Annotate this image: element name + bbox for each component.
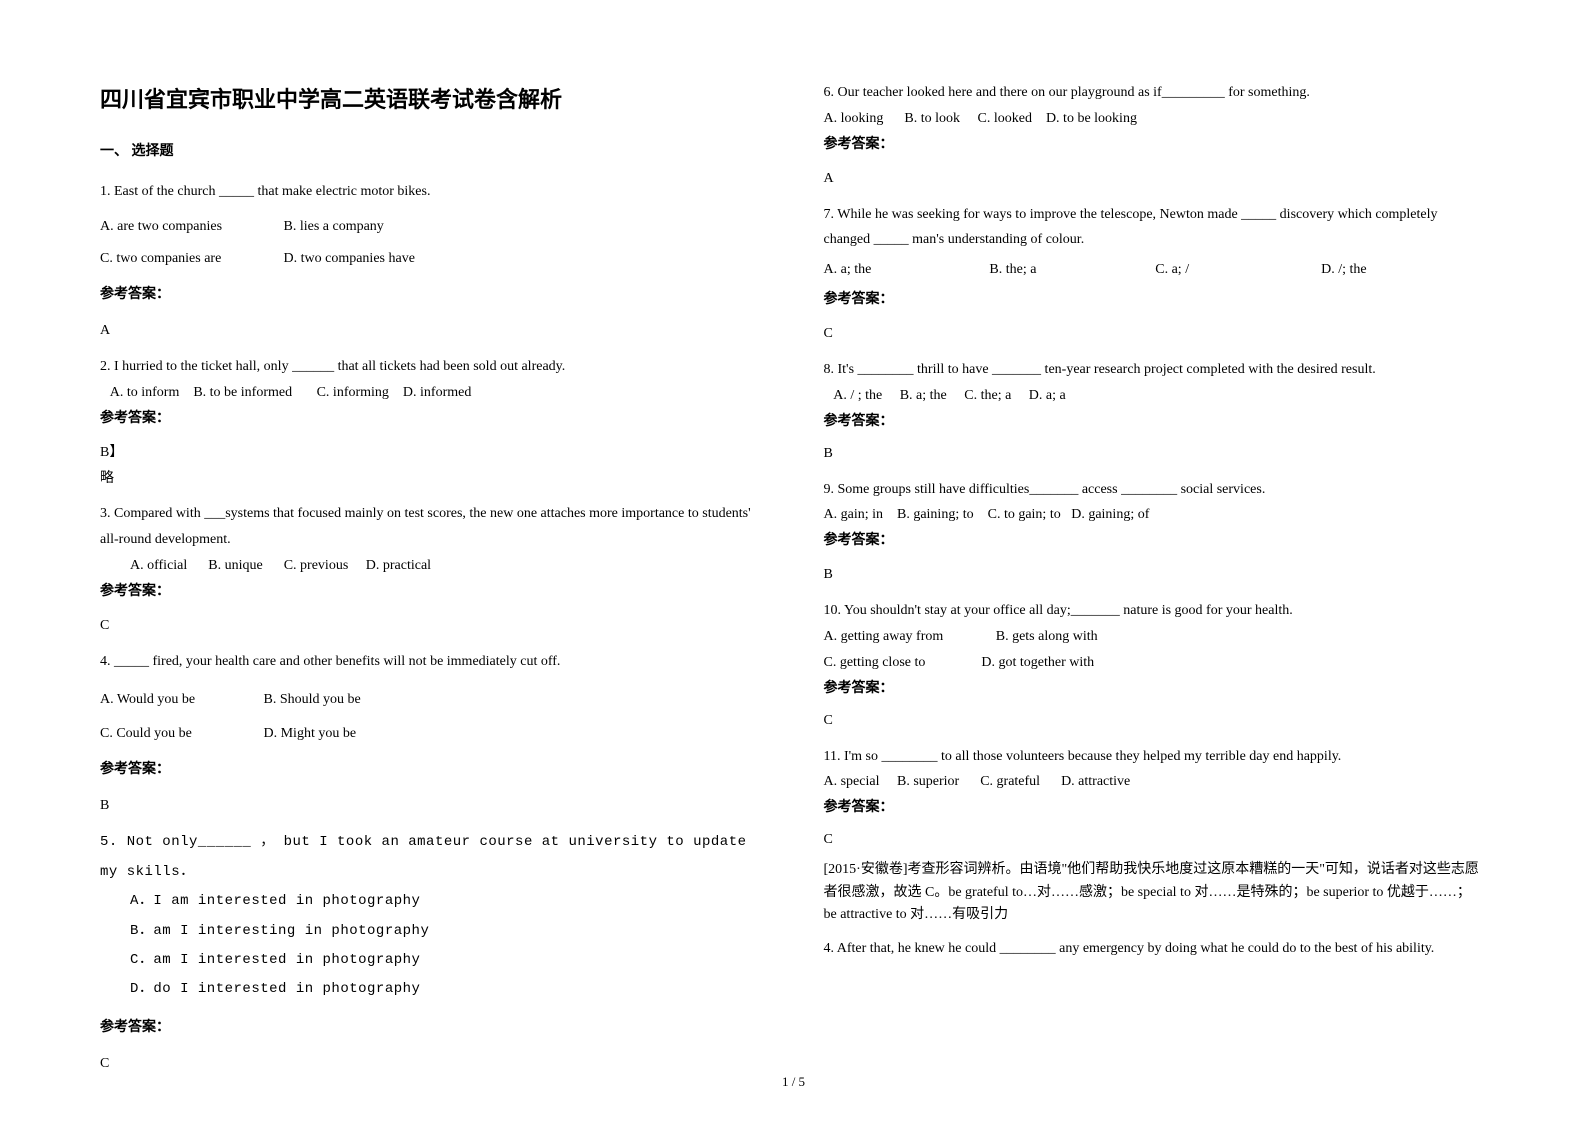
page-footer: 1 / 5 xyxy=(0,1074,1587,1090)
q10-line1: A. getting away from B. gets along with xyxy=(824,624,1488,650)
q2-opts: A. to inform B. to be informed C. inform… xyxy=(100,380,764,406)
answer-label: 参考答案： xyxy=(824,528,1488,554)
question-9: 9. Some groups still have difficulties__… xyxy=(824,477,1488,589)
q5-opt-a: A．I am interested in photography xyxy=(100,887,764,916)
q5-text: 5. Not only______ ， but I took an amateu… xyxy=(100,828,764,887)
q11-opts: A. special B. superior C. grateful D. at… xyxy=(824,769,1488,795)
q7-text: 7. While he was seeking for ways to impr… xyxy=(824,202,1488,254)
q8-answer: B xyxy=(824,441,1488,467)
question-10: 10. You shouldn't stay at your office al… xyxy=(824,598,1488,733)
q1-answer: A xyxy=(100,318,764,344)
q1-row1: A. are two companies B. lies a company xyxy=(100,214,764,240)
question-1: 1. East of the church _____ that make el… xyxy=(100,179,764,344)
q4-opt-c: C. Could you be xyxy=(100,721,260,747)
q7-opt-a: A. a; the xyxy=(824,257,990,283)
question-5: 5. Not only______ ， but I took an amateu… xyxy=(100,828,764,1004)
q4-row2: C. Could you be D. Might you be xyxy=(100,721,764,747)
q4-opt-a: A. Would you be xyxy=(100,687,260,713)
q7-opt-d: D. /; the xyxy=(1321,257,1487,283)
question-3: 3. Compared with ___systems that focused… xyxy=(100,501,764,638)
q10-text: 10. You shouldn't stay at your office al… xyxy=(824,598,1488,624)
q7-answer: C xyxy=(824,321,1488,347)
answer-label: 参考答案： xyxy=(824,409,1488,435)
q1-opt-b: B. lies a company xyxy=(284,219,384,234)
page-container: 四川省宜宾市职业中学高二英语联考试卷含解析 一、 选择题 1. East of … xyxy=(0,0,1587,1122)
q1-row2: C. two companies are D. two companies ha… xyxy=(100,246,764,272)
q3-text: 3. Compared with ___systems that focused… xyxy=(100,501,764,553)
question-7: 7. While he was seeking for ways to impr… xyxy=(824,202,1488,347)
q5-answer: C xyxy=(100,1051,764,1077)
q7-opts-row: A. a; the B. the; a C. a; / D. /; the xyxy=(824,257,1488,283)
q4-answer: B xyxy=(100,793,764,819)
section-heading: 一、 选择题 xyxy=(100,139,764,165)
doc-title: 四川省宜宾市职业中学高二英语联考试卷含解析 xyxy=(100,80,764,121)
q2-note: 略 xyxy=(100,466,764,492)
q3-answer: C xyxy=(100,613,764,639)
q5-opt-c: C．am I interested in photography xyxy=(100,946,764,975)
answer-label: 参考答案： xyxy=(824,795,1488,821)
q6-opts: A. looking B. to look C. looked D. to be… xyxy=(824,106,1488,132)
q4-text: 4. _____ fired, your health care and oth… xyxy=(100,649,764,675)
question-6: 6. Our teacher looked here and there on … xyxy=(824,80,1488,192)
question-8: 8. It's ________ thrill to have _______ … xyxy=(824,357,1488,467)
q10-line2: C. getting close to D. got together with xyxy=(824,650,1488,676)
answer-label: 参考答案： xyxy=(100,1015,764,1041)
q1-opt-d: D. two companies have xyxy=(284,251,415,266)
q5-opt-b: B．am I interesting in photography xyxy=(100,917,764,946)
answer-label: 参考答案： xyxy=(824,676,1488,702)
q9-text: 9. Some groups still have difficulties__… xyxy=(824,477,1488,503)
q11-text: 11. I'm so ________ to all those volunte… xyxy=(824,744,1488,770)
question-4: 4. _____ fired, your health care and oth… xyxy=(100,649,764,818)
q3-opts: A. official B. unique C. previous D. pra… xyxy=(100,553,764,579)
q7-opt-b: B. the; a xyxy=(989,257,1155,283)
q9-opts: A. gain; in B. gaining; to C. to gain; t… xyxy=(824,502,1488,528)
answer-label: 参考答案： xyxy=(824,132,1488,158)
q5-opt-d: D．do I interested in photography xyxy=(100,975,764,1004)
qextra-text: 4. After that, he knew he could ________… xyxy=(824,936,1488,962)
answer-label: 参考答案： xyxy=(100,757,764,783)
q2-text: 2. I hurried to the ticket hall, only __… xyxy=(100,354,764,380)
q1-opt-c: C. two companies are xyxy=(100,246,280,272)
question-11: 11. I'm so ________ to all those volunte… xyxy=(824,744,1488,927)
q6-answer: A xyxy=(824,166,1488,192)
answer-label: 参考答案： xyxy=(100,282,764,308)
q8-text: 8. It's ________ thrill to have _______ … xyxy=(824,357,1488,383)
answer-label: 参考答案： xyxy=(100,406,764,432)
q1-opt-a: A. are two companies xyxy=(100,214,280,240)
q4-opt-b: B. Should you be xyxy=(264,692,361,707)
q4-row1: A. Would you be B. Should you be xyxy=(100,687,764,713)
q7-opt-c: C. a; / xyxy=(1155,257,1321,283)
question-2: 2. I hurried to the ticket hall, only __… xyxy=(100,354,764,491)
answer-label: 参考答案： xyxy=(824,287,1488,313)
answer-label: 参考答案： xyxy=(100,579,764,605)
q9-answer: B xyxy=(824,562,1488,588)
q8-opts: A. / ; the B. a; the C. the; a D. a; a xyxy=(824,383,1488,409)
q2-answer: B】 xyxy=(100,440,764,466)
question-extra: 4. After that, he knew he could ________… xyxy=(824,936,1488,962)
q10-answer: C xyxy=(824,708,1488,734)
q11-answer: C xyxy=(824,827,1488,853)
q6-text: 6. Our teacher looked here and there on … xyxy=(824,80,1488,106)
q4-opt-d: D. Might you be xyxy=(264,726,357,741)
q1-text: 1. East of the church _____ that make el… xyxy=(100,179,764,205)
q11-explain: [2015·安徽卷]考查形容词辨析。由语境"他们帮助我快乐地度过这原本糟糕的一天… xyxy=(824,859,1488,926)
